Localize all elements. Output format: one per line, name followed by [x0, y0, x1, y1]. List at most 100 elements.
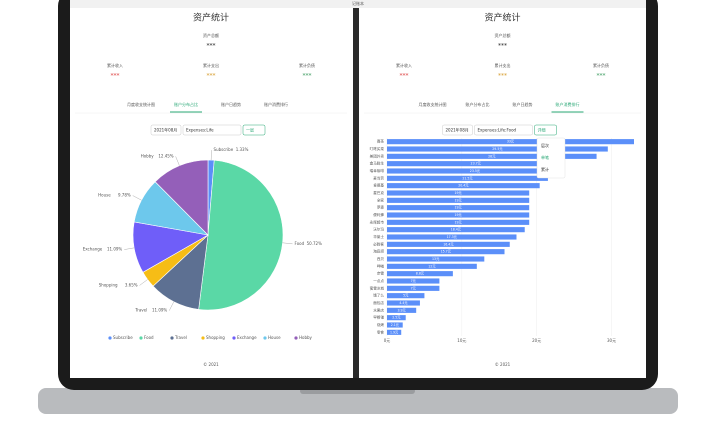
stat-label: 累计支出	[203, 62, 219, 68]
legend-swatch	[201, 336, 204, 339]
bar-label: 21.5元	[462, 176, 473, 180]
y-tick-label: 早餐铺	[373, 315, 384, 320]
bar-label: 7元	[411, 286, 417, 290]
screen-title: 资产统计	[193, 12, 229, 24]
legend-swatch	[232, 336, 235, 339]
bar-label: 19元	[454, 198, 462, 202]
tab[interactable]: 账户日趋势	[221, 101, 241, 107]
screen-title: 资产统计	[484, 12, 520, 24]
slice-label: 50.72%	[307, 241, 322, 246]
stat-value: ***	[400, 73, 409, 80]
y-tick-label: 西贝	[377, 256, 385, 261]
legend-label: Exchange	[237, 335, 257, 340]
y-tick-label: 美团外卖	[370, 153, 385, 158]
bar-label: 28元	[488, 154, 496, 158]
bar-label: 16.4元	[443, 242, 454, 246]
dropdown-option[interactable]: 单笔	[541, 154, 549, 160]
y-tick-label: 奈雪	[377, 271, 385, 276]
y-tick-label: 烧烤	[377, 322, 385, 327]
y-tick-label: 麦当劳	[373, 175, 384, 180]
slice-name: Shopping	[99, 282, 118, 287]
legend-label: Shopping	[206, 335, 225, 340]
dropdown-option[interactable]: 层次	[541, 142, 549, 148]
y-tick-label: 星巴克	[373, 190, 384, 195]
stat-label: 累计收入	[107, 62, 123, 68]
total-value: ***	[207, 43, 216, 50]
stat-value: ***	[303, 73, 312, 80]
y-tick-label: 便利蜂	[373, 212, 384, 217]
total-label: 资产总额	[495, 32, 511, 38]
x-tick-label: 20元	[532, 338, 541, 343]
footer: © 2021	[203, 362, 219, 367]
bar-label: 19元	[454, 206, 462, 210]
legend-swatch	[170, 336, 173, 339]
bar-label: 18.4元	[451, 228, 462, 232]
tab[interactable]: 账户日趋势	[513, 101, 533, 107]
total-label: 资产总额	[203, 32, 219, 38]
bar-label: 19元	[454, 191, 462, 195]
x-tick-label: 30元	[607, 338, 616, 343]
bar-label: 5元	[403, 294, 409, 298]
footer: © 2021	[495, 362, 511, 367]
slice-label: 11.09%	[152, 308, 167, 313]
y-tick-label: 海底捞	[373, 249, 384, 254]
control-text: 2021年08月	[154, 127, 177, 133]
legend-label: Subscribe	[113, 335, 133, 340]
legend-label: Travel	[174, 335, 187, 340]
legend-label: Hobby	[299, 335, 313, 340]
slice-name: Subscribe	[214, 147, 234, 152]
stat-label: 累计支出	[495, 62, 511, 68]
bar-label: 33元	[507, 140, 515, 144]
bar-label: 2.5元	[392, 316, 401, 320]
legend-swatch	[108, 336, 111, 339]
y-tick-label: 蜜雪冰城	[370, 285, 385, 290]
bar-label: 4.4元	[399, 301, 408, 305]
dropdown-option[interactable]: 累计	[541, 166, 549, 172]
stat-label: 累计收入	[396, 62, 412, 68]
legend-swatch	[263, 336, 266, 339]
slice-label: 11.09%	[107, 247, 122, 252]
tab[interactable]: 账户消费排行	[264, 101, 288, 107]
y-tick-label: 饿了么	[373, 293, 384, 298]
y-tick-label: 必胜客	[373, 241, 384, 246]
y-tick-label: 永辉超市	[370, 219, 385, 224]
tab[interactable]: 账户分布占比	[466, 101, 490, 107]
tab[interactable]: 账户消费排行	[556, 101, 580, 107]
y-tick-label: 华莱士	[373, 234, 384, 239]
slice-name: House	[98, 193, 111, 198]
y-tick-label: 盒马鲜生	[370, 161, 385, 166]
stat-label: 累计负债	[593, 62, 609, 68]
slice-label: 9.78%	[118, 193, 131, 198]
control-text: Expenses:Life	[186, 128, 214, 133]
legend-label: House	[268, 335, 281, 340]
tab[interactable]: 账户分布占比	[174, 101, 198, 107]
bar-label: 13元	[432, 257, 440, 261]
y-tick-label: 肯德基	[373, 183, 384, 188]
stat-value: ***	[597, 73, 606, 80]
total-value: ***	[498, 43, 507, 50]
stat-value: ***	[498, 73, 507, 80]
bar-label: 17.3元	[447, 235, 458, 239]
bar-label: 8.8元	[416, 272, 425, 276]
y-tick-label: 罗森	[377, 205, 385, 210]
legend-swatch	[139, 336, 142, 339]
stat-label: 累计负债	[299, 62, 315, 68]
legend-swatch	[294, 336, 297, 339]
bar-label: 7元	[411, 279, 417, 283]
bar-label: 23.7元	[471, 162, 482, 166]
x-tick-label: 0元	[384, 338, 391, 343]
control-text: Expenses:Life:Food	[478, 128, 517, 133]
tab[interactable]: 月度收支统计图	[127, 101, 155, 107]
y-tick-label: 一点点	[373, 278, 384, 283]
slice-label: 12.45%	[158, 153, 173, 158]
bar-label: 19元	[454, 213, 462, 217]
stat-value: ***	[111, 73, 120, 80]
tab[interactable]: 月度收支统计图	[419, 101, 447, 107]
legend-label: Food	[144, 335, 154, 340]
bar-label: 2.1元	[391, 323, 400, 327]
bar-label: 3.9元	[397, 308, 406, 312]
y-tick-label: 叮咚买菜	[370, 146, 385, 151]
stat-value: ***	[207, 73, 216, 80]
slice-name: Exchange	[83, 247, 103, 252]
